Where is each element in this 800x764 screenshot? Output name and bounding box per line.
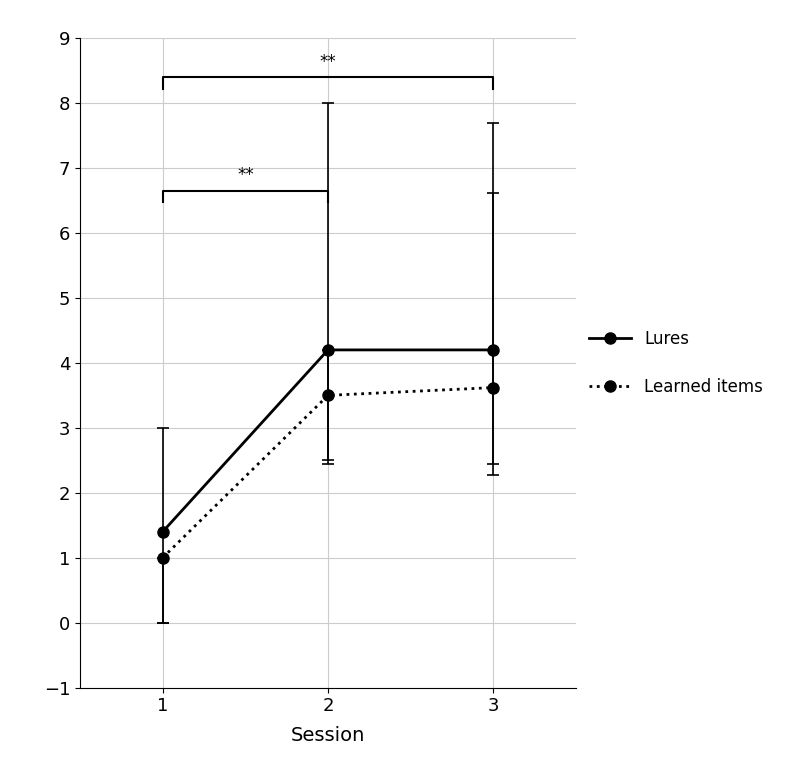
Text: **: ** xyxy=(320,53,336,71)
Legend: Lures, Learned items: Lures, Learned items xyxy=(590,330,763,396)
Text: **: ** xyxy=(237,167,254,184)
X-axis label: Session: Session xyxy=(291,727,365,746)
